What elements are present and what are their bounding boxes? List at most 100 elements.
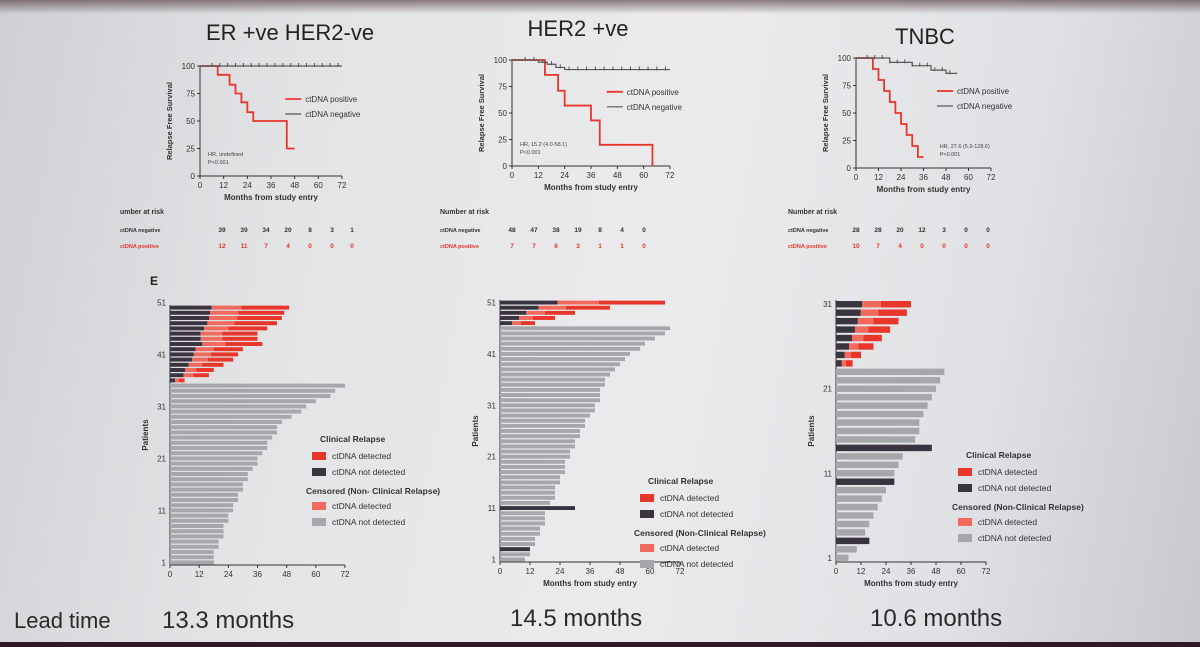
swimmer-bar-detected: [878, 309, 907, 316]
swimmer-bar-censored: [500, 521, 545, 526]
risk-value: 11: [241, 243, 248, 250]
swimmer-x-tick-label: 24: [882, 567, 891, 576]
swimmer-bar-censored: [836, 385, 936, 392]
legend-swatch-censored-detected: [312, 502, 326, 510]
swimmer-bar-detected: [228, 326, 268, 331]
risk-value: 7: [876, 243, 880, 250]
swimmer-bar-censored: [170, 524, 224, 528]
risk-value: 7: [510, 243, 514, 250]
km-x-tick-label: 12: [534, 171, 543, 180]
swimmer-bar-censored-detected: [204, 326, 229, 331]
swimmer-bar-not-detected: [836, 317, 858, 325]
risk-value: 0: [942, 243, 946, 250]
swimmer-bar-censored: [500, 393, 600, 397]
risk-value: 4: [286, 243, 290, 250]
km-x-tick-label: 48: [942, 173, 951, 182]
legend-swatch-not-detected: [640, 510, 654, 518]
swimmer-x-tick-label: 24: [224, 570, 233, 579]
swimmer-bar-censored: [170, 555, 214, 560]
swimmer-bar-detected: [846, 360, 853, 367]
legend-censored-title: Censored (Non-Clinical Relapse): [952, 502, 1084, 512]
risk-value: 12: [918, 227, 926, 234]
swimmer-bar-censored: [836, 520, 870, 528]
swimmer-x-axis-label: Months from study entry: [864, 579, 958, 588]
swimmer-y-tick-label: 21: [823, 385, 832, 394]
panel-title: TNBC: [895, 24, 955, 49]
swimmer-bar-detected: [222, 331, 258, 336]
km-x-axis-label: Months from study entry: [877, 185, 971, 194]
swimmer-bar-not-detected: [170, 305, 212, 310]
legend-clinical-title: Clinical Relapse: [966, 450, 1031, 460]
risk-value: 0: [642, 227, 646, 234]
swimmer-bar-censored: [836, 410, 924, 418]
km-y-tick-label: 25: [842, 137, 851, 146]
swimmer-y-tick-label: 31: [157, 402, 166, 411]
swimmer-bar-censored: [500, 326, 670, 331]
swimmer-bar-not-detected: [500, 305, 539, 310]
km-y-tick-label: 50: [842, 109, 851, 118]
swimmer-bar-censored: [170, 487, 243, 492]
km-x-tick-label: 24: [897, 173, 906, 182]
swimmer-x-tick-label: 36: [907, 567, 916, 576]
swimmer-bar-censored: [170, 534, 224, 539]
km-x-tick-label: 24: [560, 171, 569, 180]
km-y-tick-label: 0: [503, 162, 508, 171]
swimmer-y-tick-label: 41: [487, 350, 496, 359]
swimmer-bar-not-detected: [170, 373, 184, 378]
km-plot: 0 25 50 75 100 0 12 24 36 48 60 72 Months from study…: [821, 54, 1013, 194]
risk-value: 3: [576, 243, 580, 250]
swimmer-bar-censored: [836, 461, 899, 469]
risk-value: 3: [942, 227, 946, 234]
swimmer-bar-detected: [238, 310, 285, 315]
swimmer-bar-censored: [500, 336, 655, 341]
swimmer-y-tick-label: 11: [824, 469, 833, 478]
km-legend-negative: ctDNA negative: [305, 110, 361, 119]
km-legend-negative: ctDNA negative: [627, 103, 683, 112]
legend-clinical-detected: ctDNA detected: [660, 493, 719, 503]
swimmer-bar-censored: [500, 346, 640, 351]
legend-censored-detected: ctDNA detected: [978, 517, 1037, 527]
swimmer-bar-detected: [193, 373, 209, 378]
km-y-tick-label: 50: [186, 117, 195, 126]
swimmer-y-tick-label: 41: [157, 350, 166, 359]
swimmer-bar-not-detected: [170, 326, 205, 331]
swimmer-bar-censored: [170, 539, 219, 544]
swimmer-bar-not-detected: [500, 310, 527, 315]
swimmer-bar-censored: [836, 393, 932, 401]
km-x-tick-label: 60: [964, 173, 973, 182]
legend-clinical-title: Clinical Relapse: [648, 476, 713, 486]
swimmer-bar-censored: [836, 368, 945, 376]
km-y-tick-label: 50: [498, 109, 507, 118]
swimmer-bar-censored: [500, 372, 610, 377]
swimmer-bar-censored: [500, 480, 560, 485]
km-y-tick-label: 75: [186, 90, 195, 99]
swimmer-bar-censored: [500, 429, 580, 433]
swimmer-x-tick-label: 48: [932, 567, 941, 576]
risk-value: 8: [598, 227, 602, 234]
swimmer-bar-censored-detected: [857, 317, 874, 325]
legend-censored-detected: ctDNA detected: [332, 501, 391, 511]
km-y-tick-label: 100: [838, 54, 852, 63]
risk-table: Number at risk ctDNA negative 28 28 20 12 3 0 0 c…: [788, 209, 990, 250]
km-plot: 0 25 50 75 100 0 12 24 36 48 60 72 Months from study…: [165, 62, 361, 202]
risk-value: 3: [330, 227, 334, 234]
swimmer-bar-censored: [836, 419, 920, 426]
swimmer-bar-censored-detected: [557, 300, 599, 305]
swimmer-bar-censored: [500, 367, 615, 372]
swimmer-y-tick-label: 1: [162, 558, 167, 567]
swimmer-bar-not-detected: [836, 537, 870, 545]
swimmer-bar-censored: [836, 554, 849, 561]
swimmer-bar-censored: [500, 408, 595, 413]
swimmer-bar-censored: [170, 560, 214, 565]
swimmer-bar-detected: [225, 342, 263, 346]
swimmer-bar-censored-detected: [849, 343, 859, 350]
swimmer-bar-censored: [500, 485, 555, 490]
swimmer-bar-censored: [500, 387, 600, 392]
risk-value: 0: [642, 243, 646, 250]
swimmer-y-tick-label: 11: [158, 506, 167, 515]
swimmer-x-tick-label: 0: [168, 570, 173, 579]
swimmer-bar-not-detected: [836, 326, 855, 333]
lead-time-value: 10.6 months: [870, 605, 1002, 632]
swimmer-bar-censored: [170, 430, 277, 435]
